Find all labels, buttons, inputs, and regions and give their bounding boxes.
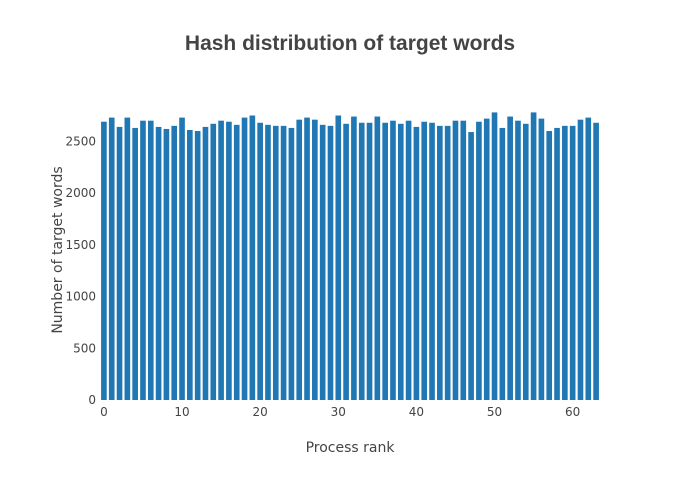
x-tick-label: 20 <box>253 405 268 419</box>
bars-group <box>101 112 599 401</box>
bar-rank-60 <box>569 125 576 401</box>
bar-rank-31 <box>343 123 349 400</box>
bar-rank-54 <box>522 123 529 400</box>
bar-rank-44 <box>444 125 451 401</box>
y-axis-title: Number of target words <box>50 166 66 333</box>
x-tick-label: 50 <box>487 405 502 419</box>
y-tick-label: 2000 <box>65 186 96 200</box>
bar-rank-18 <box>241 117 248 400</box>
y-tick-label: 1000 <box>65 290 96 304</box>
bar-rank-59 <box>562 125 568 401</box>
bar-rank-57 <box>546 131 553 400</box>
bar-rank-8 <box>163 128 170 400</box>
bar-rank-33 <box>358 122 365 400</box>
y-tick-label: 1500 <box>65 238 96 252</box>
chart-title: Hash distribution of target words <box>185 32 515 55</box>
bar-rank-43 <box>437 125 443 401</box>
bar-rank-51 <box>499 127 506 401</box>
y-tick-label: 500 <box>73 341 96 355</box>
bar-rank-32 <box>351 116 357 401</box>
y-tick-label: 0 <box>88 393 96 407</box>
y-tick-label: 2500 <box>65 134 96 148</box>
bar-rank-47 <box>468 132 474 400</box>
bar-rank-30 <box>335 115 342 401</box>
x-tick-label: 0 <box>100 405 108 419</box>
bar-rank-27 <box>312 119 318 400</box>
y-tick-labels: 0 500 1000 1500 2000 2500 <box>65 134 96 407</box>
bar-rank-20 <box>257 122 263 400</box>
x-tick-label: 10 <box>174 405 189 419</box>
bar-rank-38 <box>397 123 404 400</box>
bar-rank-25 <box>296 119 303 400</box>
bar-rank-53 <box>515 120 521 400</box>
bar-rank-62 <box>585 117 592 400</box>
bar-rank-61 <box>577 119 584 400</box>
bar-rank-12 <box>194 131 201 400</box>
x-tick-label: 40 <box>409 405 424 419</box>
bar-rank-50 <box>491 112 498 400</box>
bar-rank-35 <box>374 116 381 401</box>
bar-rank-13 <box>202 126 209 401</box>
bar-rank-21 <box>265 124 271 400</box>
bar-rank-3 <box>124 117 131 400</box>
bar-rank-23 <box>280 125 287 401</box>
bar-rank-16 <box>226 121 232 400</box>
bar-rank-5 <box>140 120 146 400</box>
bar-rank-28 <box>319 124 326 400</box>
bar-rank-26 <box>304 117 310 400</box>
x-tick-labels: 0 10 20 30 40 50 60 <box>100 405 580 419</box>
bar-rank-24 <box>288 127 295 401</box>
bar-rank-46 <box>460 120 467 400</box>
bar-rank-9 <box>171 125 178 401</box>
bar-rank-2 <box>116 126 123 401</box>
x-tick-label: 30 <box>331 405 346 419</box>
bar-rank-7 <box>155 126 162 401</box>
bar-rank-63 <box>593 122 599 400</box>
bar-rank-22 <box>272 125 279 401</box>
bar-rank-0 <box>101 121 107 400</box>
bar-rank-14 <box>210 123 217 400</box>
bar-rank-55 <box>530 112 537 400</box>
bar-rank-15 <box>218 120 224 400</box>
bar-rank-6 <box>147 120 154 400</box>
bar-rank-52 <box>507 116 513 401</box>
bar-rank-48 <box>476 121 482 400</box>
bar-rank-45 <box>452 120 459 400</box>
bar-rank-56 <box>538 118 545 401</box>
bar-rank-19 <box>249 115 256 401</box>
bar-rank-34 <box>366 122 373 400</box>
x-axis-title: Process rank <box>306 440 396 456</box>
bar-rank-29 <box>327 125 334 401</box>
bar-rank-4 <box>132 127 138 401</box>
bar-rank-1 <box>108 117 115 400</box>
bar-rank-17 <box>233 124 240 400</box>
x-tick-label: 60 <box>565 405 580 419</box>
bar-rank-39 <box>405 120 412 400</box>
bar-rank-36 <box>382 122 388 400</box>
bar-rank-40 <box>413 126 420 401</box>
bar-rank-10 <box>179 117 185 400</box>
bar-rank-42 <box>429 122 435 400</box>
bar-rank-11 <box>187 130 193 400</box>
bar-rank-37 <box>390 120 396 400</box>
bar-rank-58 <box>554 127 560 401</box>
bar-rank-49 <box>483 118 490 401</box>
bar-rank-41 <box>421 121 428 400</box>
